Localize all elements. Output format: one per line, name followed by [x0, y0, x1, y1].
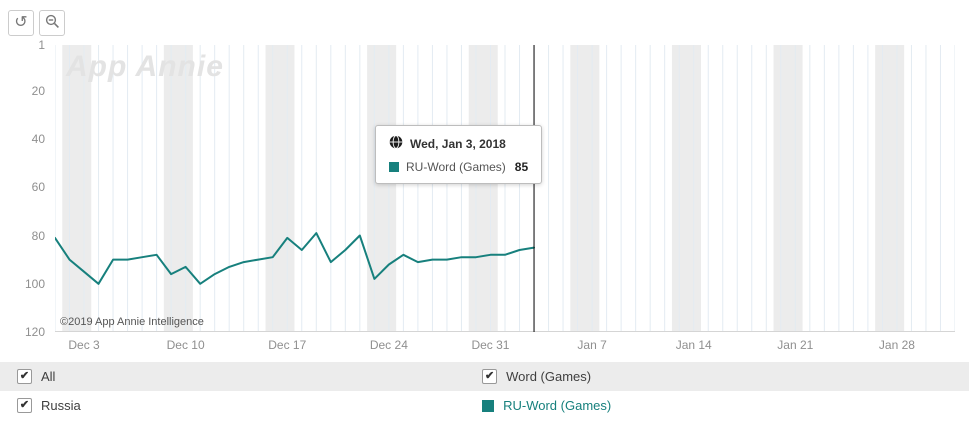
weekend-band	[163, 45, 193, 332]
rank-chart-area: App Annie ©2019 App Annie Intelligence 1…	[24, 38, 955, 352]
x-tick-label: Jan 7	[577, 338, 607, 352]
y-tick-label: 40	[31, 132, 45, 147]
legend-row-categories: ✔ All ✔ Word (Games)	[0, 362, 969, 391]
rank-line-chart[interactable]	[55, 45, 955, 332]
undo-arrow-icon: ↺	[14, 14, 28, 31]
checkbox-checked-icon[interactable]: ✔	[17, 398, 32, 413]
filter-all-label: All	[41, 369, 56, 384]
x-tick-label: Jan 14	[675, 338, 712, 352]
x-tick-label: Jan 28	[878, 338, 915, 352]
weekend-band	[468, 45, 498, 332]
weekend-band	[265, 45, 295, 332]
chart-tooltip: Wed, Jan 3, 2018 RU-Word (Games) 85	[375, 125, 543, 184]
filter-russia[interactable]: ✔ Russia	[0, 398, 465, 413]
x-tick-label: Dec 10	[166, 338, 205, 352]
legend-filters: ✔ All ✔ Word (Games) ✔ Russia RU-Word (G…	[0, 362, 969, 420]
weekend-band	[671, 45, 701, 332]
series-swatch	[482, 399, 495, 412]
x-tick-label: Dec 31	[471, 338, 510, 352]
weekend-band	[367, 45, 397, 332]
y-tick-label: 80	[31, 228, 45, 243]
reset-zoom-button[interactable]: ↺	[8, 10, 34, 36]
zoom-out-button[interactable]	[39, 10, 65, 36]
magnifier-minus-icon	[45, 14, 60, 33]
weekend-band	[62, 45, 92, 332]
y-tick-label: 100	[24, 276, 45, 291]
copyright-text: ©2019 App Annie Intelligence	[60, 316, 204, 328]
tooltip-date-row: Wed, Jan 3, 2018	[389, 135, 528, 152]
checkbox-checked-icon[interactable]: ✔	[17, 369, 32, 384]
chart-toolbar: ↺	[8, 10, 65, 36]
x-tick-label: Jan 21	[777, 338, 814, 352]
weekend-band	[570, 45, 600, 332]
filter-word-games-label: Word (Games)	[506, 369, 592, 384]
x-tick-label: Dec 3	[68, 338, 100, 352]
series-swatch	[389, 162, 399, 172]
legend-series-label: RU-Word (Games)	[503, 398, 612, 413]
x-tick-label: Dec 17	[268, 338, 307, 352]
y-tick-label: 60	[31, 180, 45, 195]
y-tick-label: 120	[24, 325, 45, 339]
legend-row-series: ✔ Russia RU-Word (Games)	[0, 391, 969, 420]
y-tick-label: 20	[31, 83, 45, 98]
tooltip-series-name: RU-Word (Games)	[406, 160, 506, 174]
weekend-band	[773, 45, 803, 332]
plot-region[interactable]	[55, 45, 955, 332]
x-tick-label: Dec 24	[369, 338, 408, 352]
app-annie-watermark: App Annie	[66, 50, 224, 83]
tooltip-value: 85	[514, 160, 529, 174]
series-line-ru-word-games-	[55, 232, 535, 285]
tooltip-date: Wed, Jan 3, 2018	[410, 136, 506, 151]
y-tick-label: 1	[38, 38, 45, 52]
weekend-band	[875, 45, 905, 332]
checkbox-checked-icon[interactable]: ✔	[482, 369, 498, 384]
globe-icon	[389, 135, 403, 152]
filter-word-games[interactable]: ✔ Word (Games)	[465, 369, 930, 384]
filter-russia-label: Russia	[41, 398, 81, 413]
tooltip-series-row: RU-Word (Games) 85	[389, 160, 528, 174]
filter-all[interactable]: ✔ All	[0, 369, 465, 384]
legend-series-ru-word-games[interactable]: RU-Word (Games)	[465, 398, 930, 413]
